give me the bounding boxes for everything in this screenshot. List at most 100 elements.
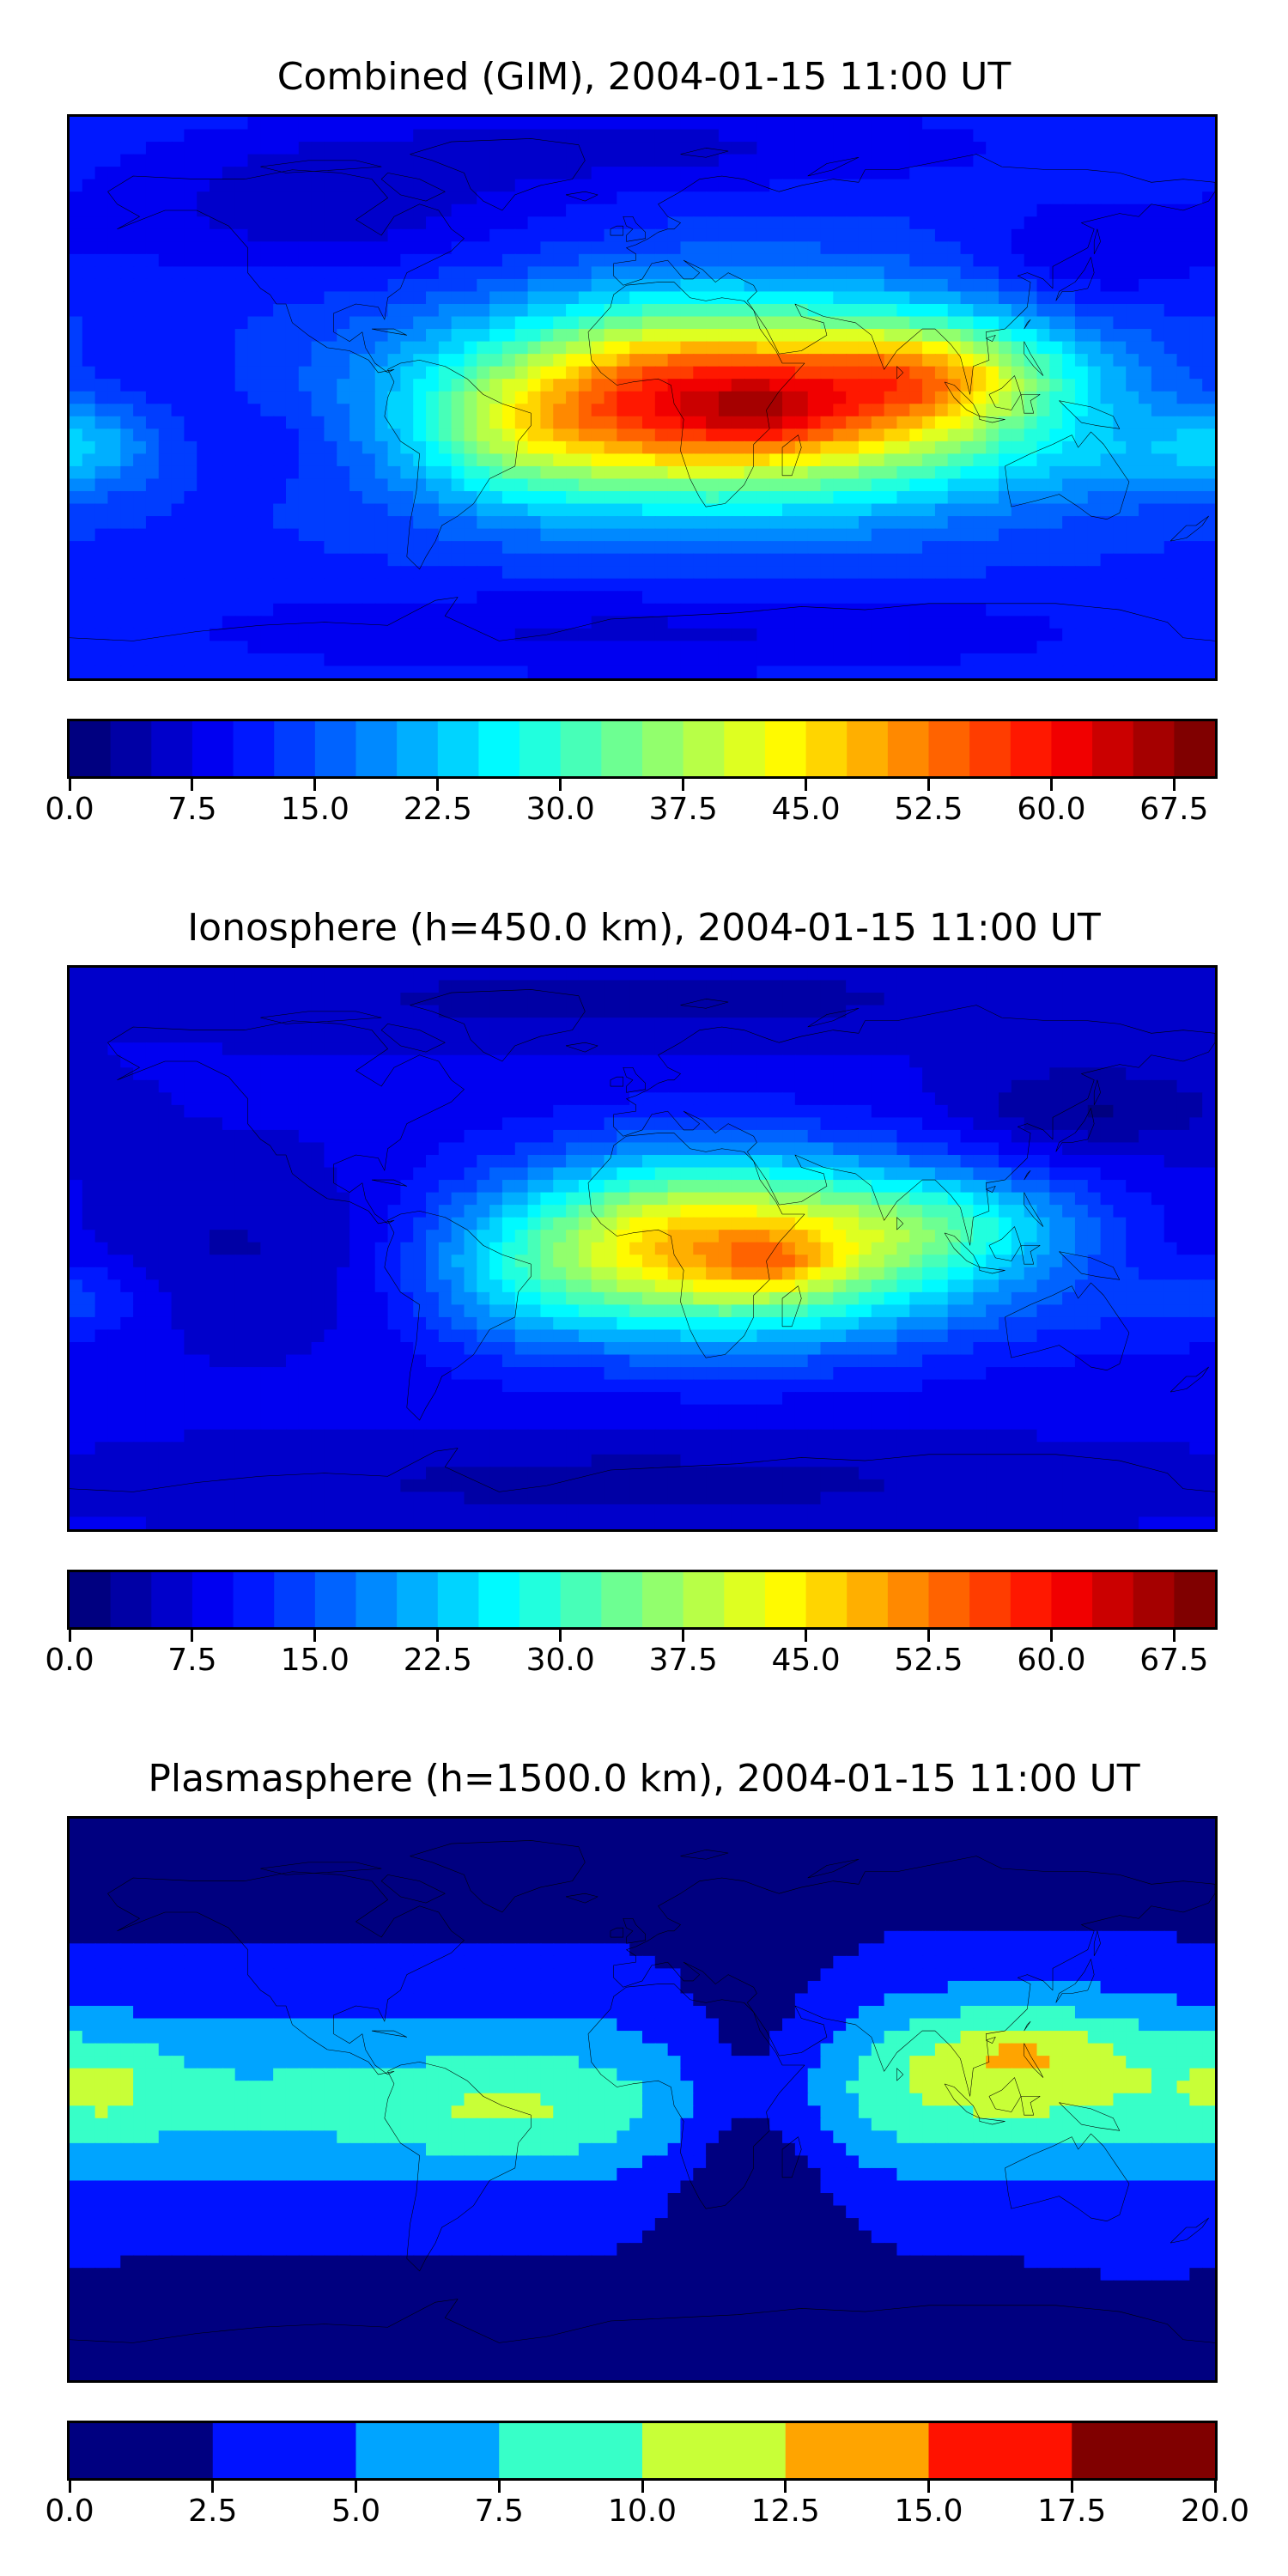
ionosphere-heatmap-cell [222, 1030, 236, 1044]
combined-gim-heatmap-cell [197, 653, 211, 667]
combined-gim-heatmap-cell [82, 366, 96, 380]
combined-gim-heatmap-cell [477, 665, 491, 678]
combined-gim-heatmap-cell [158, 616, 173, 629]
combined-gim-heatmap-cell [896, 553, 911, 568]
combined-gim-heatmap-cell [260, 117, 275, 131]
combined-gim-heatmap-cell [374, 428, 389, 442]
combined-gim-heatmap-cell [731, 291, 745, 306]
combined-gim-heatmap-cell [833, 291, 848, 306]
ionosphere-heatmap-cell [285, 1054, 300, 1069]
combined-gim-heatmap-cell [680, 591, 695, 605]
combined-gim-heatmap-cell [197, 665, 211, 678]
combined-gim-heatmap-cell [858, 566, 872, 580]
combined-gim-heatmap-cell [858, 129, 872, 143]
combined-gim-heatmap-cell [922, 316, 937, 331]
combined-gim-heatmap-cell [1202, 253, 1215, 268]
combined-gim-heatmap-cell [413, 603, 428, 617]
combined-gim-heatmap-cell [107, 516, 122, 530]
combined-gim-heatmap-cell [184, 603, 198, 617]
combined-gim-heatmap-cell [986, 416, 1000, 430]
combined-gim-heatmap-cell [629, 391, 644, 405]
combined-gim-heatmap-cell [794, 453, 809, 468]
combined-gim-heatmap-cell [973, 428, 987, 442]
combined-gim-heatmap-cell [1163, 341, 1178, 355]
combined-gim-heatmap-cell [210, 665, 223, 678]
ionosphere-heatmap-cell [171, 968, 185, 981]
combined-gim-heatmap-cell [197, 516, 211, 530]
combined-gim-heatmap-cell [578, 117, 592, 131]
combined-gim-heatmap-cell [680, 628, 695, 642]
combined-gim-heatmap-cell [807, 503, 822, 518]
ionosphere-heatmap-cell [1151, 1005, 1165, 1019]
combined-gim-heatmap-cell [986, 142, 1000, 155]
combined-gim-heatmap-cell [1062, 129, 1077, 143]
ionosphere-heatmap-cell [1062, 968, 1077, 981]
combined-gim-heatmap-cell [846, 591, 860, 605]
combined-gim-heatmap-cell [247, 316, 262, 331]
ionosphere-heatmap-cell [960, 1067, 975, 1081]
ionosphere-heatmap-cell [731, 1079, 745, 1094]
combined-gim-heatmap-cell [617, 142, 631, 155]
combined-gim-heatmap-cell [947, 304, 962, 318]
combined-gim-heatmap-cell [222, 253, 236, 268]
combined-gim-heatmap-cell [756, 129, 771, 143]
combined-gim-heatmap-cell [540, 428, 555, 442]
combined-gim-heatmap-cell [70, 241, 83, 255]
ionosphere-heatmap-cell [680, 993, 695, 1006]
combined-gim-heatmap-cell [1126, 404, 1140, 417]
combined-gim-heatmap-cell [451, 329, 465, 343]
combined-gim-heatmap-cell [731, 416, 745, 430]
ionosphere-heatmap-cell [667, 968, 682, 981]
combined-gim-heatmap-cell [133, 478, 148, 493]
ionosphere-heatmap-cell [1113, 1067, 1127, 1081]
combined-gim-heatmap-cell [604, 516, 618, 530]
combined-gim-heatmap-cell [591, 428, 605, 442]
combined-gim-heatmap-cell [566, 278, 580, 293]
combined-gim-heatmap-cell [756, 478, 771, 493]
ionosphere-heatmap-cell [298, 1030, 313, 1044]
combined-gim-heatmap-cell [171, 616, 185, 629]
combined-gim-heatmap-cell [184, 616, 198, 629]
combined-gim-heatmap-cell [133, 628, 148, 642]
combined-gim-heatmap-cell [387, 516, 402, 530]
ionosphere-heatmap-cell [934, 1054, 949, 1069]
combined-gim-heatmap-cell [324, 528, 338, 543]
ionosphere-heatmap-cell [337, 1030, 351, 1044]
combined-gim-heatmap-cell [197, 541, 211, 555]
combined-gim-heatmap-cell [158, 453, 173, 468]
ionosphere-heatmap-cell [1189, 1042, 1204, 1056]
ionosphere-heatmap-cell [527, 1042, 542, 1056]
combined-gim-heatmap-cell [361, 366, 376, 380]
combined-gim-heatmap-cell [578, 440, 592, 455]
combined-gim-heatmap-cell [1113, 628, 1127, 642]
combined-gim-heatmap-cell [184, 528, 198, 543]
combined-gim-heatmap-cell [451, 591, 465, 605]
combined-gim-heatmap-cell [680, 154, 695, 168]
combined-gim-heatmap-cell [807, 228, 822, 243]
ionosphere-heatmap-cell [820, 1030, 835, 1044]
combined-gim-heatmap-cell [374, 204, 389, 218]
combined-gim-heatmap-cell [934, 553, 949, 568]
combined-gim-heatmap-cell [413, 503, 428, 518]
combined-gim-heatmap-cell [1176, 541, 1191, 555]
combined-gim-heatmap-cell [667, 465, 682, 480]
combined-gim-heatmap-cell [1074, 204, 1089, 218]
combined-gim-heatmap-cell [833, 329, 848, 343]
combined-gim-heatmap-cell [94, 354, 109, 368]
combined-gim-heatmap-cell [566, 628, 580, 642]
combined-gim-heatmap-cell [94, 304, 109, 318]
combined-gim-heatmap-cell [324, 228, 338, 243]
combined-gim-heatmap-cell [871, 154, 885, 168]
combined-gim-heatmap-cell [756, 491, 771, 505]
combined-gim-heatmap-cell [999, 591, 1012, 605]
ionosphere-heatmap-cell [70, 1079, 83, 1094]
combined-gim-heatmap-cell [94, 253, 109, 268]
combined-gim-heatmap-cell [426, 266, 440, 281]
combined-gim-heatmap-cell [413, 304, 428, 318]
combined-gim-heatmap-cell [1189, 516, 1204, 530]
combined-gim-heatmap-cell [629, 591, 644, 605]
combined-gim-heatmap-cell [693, 204, 708, 218]
combined-gim-heatmap-cell [858, 341, 872, 355]
combined-gim-heatmap-cell [285, 216, 300, 230]
combined-gim-heatmap-cell [1036, 341, 1051, 355]
